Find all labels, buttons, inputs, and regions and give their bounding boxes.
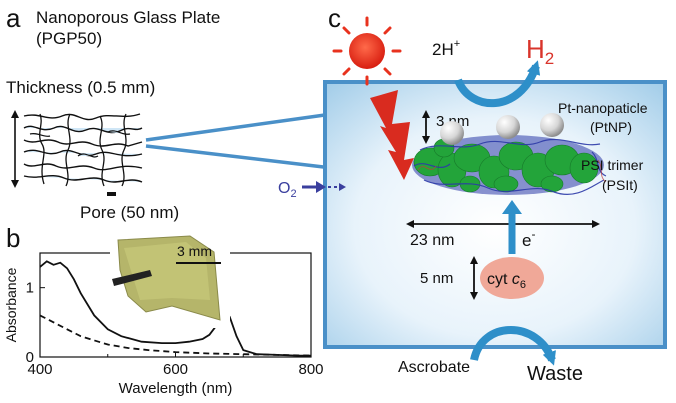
cytochrome-c6 <box>480 257 544 299</box>
sample-photo: 3 mm <box>110 232 230 328</box>
x-tick-label: 400 <box>27 361 52 378</box>
series-solid-line <box>39 260 311 357</box>
oxygen-label: O2 <box>278 180 297 200</box>
thickness-label: Thickness (0.5 mm) <box>6 78 155 97</box>
tweezers-icon <box>112 270 152 286</box>
hydrogen-label: H2 <box>526 34 554 68</box>
x-tick-label: 600 <box>163 361 188 378</box>
x-axis-label: Wavelength (nm) <box>119 380 233 397</box>
protons-label: 2H+ <box>432 38 460 59</box>
h2-evolution-arrow <box>454 60 541 107</box>
panel-b-label: b <box>6 223 20 253</box>
y-tick-label: 0 <box>26 349 34 366</box>
psi-label-name: PSI trimer <box>581 157 644 173</box>
light-bolt-icon <box>370 90 414 180</box>
panel-a: a Nanoporous Glass Plate (PGP50) Thickne… <box>6 3 333 222</box>
series-dashed-line <box>39 314 312 357</box>
cytochrome-label: cyt c6 <box>487 271 526 291</box>
reaction-chamber <box>323 80 667 349</box>
pt-nanoparticle <box>540 113 564 137</box>
pt-label-name: Pt-nanopaticle <box>558 100 648 116</box>
pt-nanoparticle <box>496 115 520 139</box>
zoom-line-lower <box>145 144 333 170</box>
waste-label: Waste <box>527 363 583 385</box>
panel-b: b 400 600 800 0 1 Wavelength (nm) Absorbance 3… <box>3 223 324 397</box>
photo-scale-label: 3 mm <box>177 243 212 259</box>
pt-label-abbr: (PtNP) <box>590 119 632 135</box>
y-tick-label: 1 <box>26 280 34 297</box>
ascorbate-label: Ascrobate <box>398 359 470 376</box>
sun-icon <box>332 16 402 86</box>
psi-trimer <box>412 135 607 195</box>
panel-c: c 2H+ H2 3 nm <box>278 3 667 385</box>
panel-c-label: c <box>328 3 341 33</box>
pore-scale-bar <box>107 192 116 196</box>
porous-glass-section <box>23 112 143 187</box>
electron-label: e- <box>522 227 535 250</box>
dim-5nm-label: 5 nm <box>420 270 453 287</box>
zoom-line-upper <box>145 112 333 142</box>
ascorbate-waste-arrow <box>470 326 556 366</box>
glass-plate-title: Nanoporous Glass Plate <box>36 8 220 27</box>
pt-nanoparticle <box>440 121 464 145</box>
x-tick-label: 800 <box>298 361 323 378</box>
psi-label-abbr: (PSIt) <box>602 177 638 193</box>
y-axis-label: Absorbance <box>3 267 19 342</box>
panel-a-label: a <box>6 3 21 33</box>
glass-plate-code: (PGP50) <box>36 29 102 48</box>
pore-label: Pore (50 nm) <box>80 203 179 222</box>
pt-nanoparticles <box>440 113 564 145</box>
dim-23nm-label: 23 nm <box>410 232 454 249</box>
